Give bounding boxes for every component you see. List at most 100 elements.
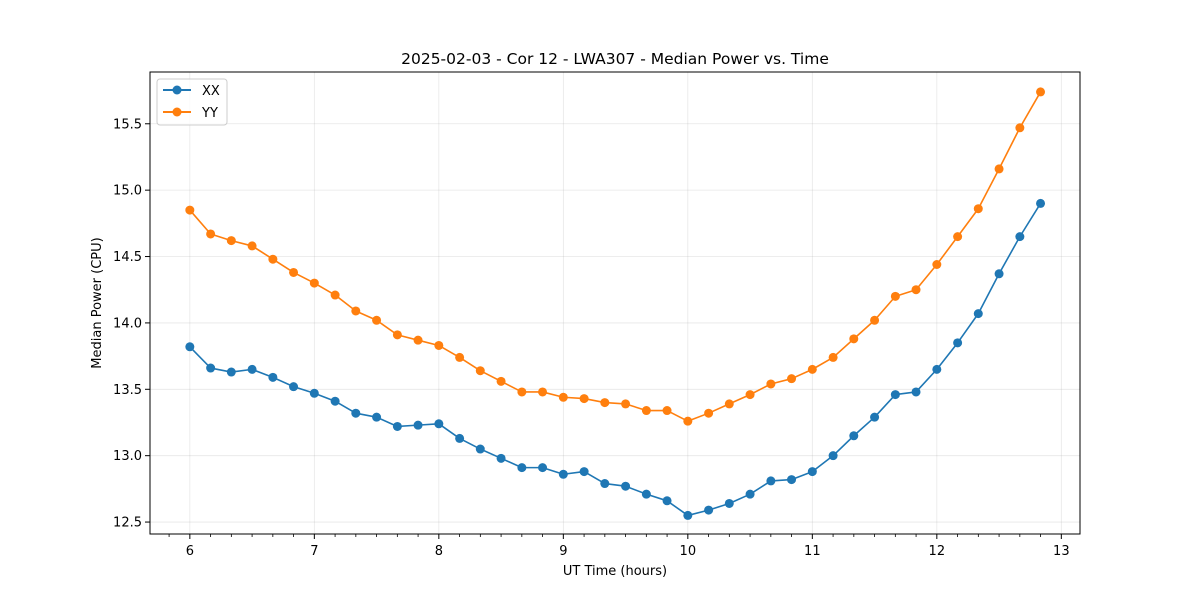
y-tick-label: 13.5 — [113, 383, 142, 398]
data-point-yy — [766, 379, 776, 389]
data-point-yy — [538, 387, 548, 397]
y-tick-label: 15.5 — [113, 117, 142, 132]
data-point-xx — [662, 496, 672, 506]
data-point-xx — [683, 510, 693, 520]
y-axis-label: Median Power (CPU) — [90, 237, 105, 368]
data-point-xx — [517, 463, 527, 473]
x-tick-label: 12 — [929, 544, 946, 559]
data-point-yy — [268, 254, 278, 264]
data-point-yy — [392, 330, 402, 340]
series-layer — [185, 87, 1046, 520]
data-point-yy — [496, 376, 506, 386]
data-point-yy — [206, 229, 216, 239]
data-point-xx — [185, 342, 195, 352]
y-tick-label: 14.5 — [113, 250, 142, 265]
data-point-yy — [1015, 123, 1025, 133]
data-point-xx — [600, 479, 610, 489]
data-point-xx — [828, 451, 838, 461]
data-point-yy — [289, 267, 299, 277]
data-point-xx — [973, 309, 983, 319]
legend: XX YY — [156, 78, 228, 126]
data-point-xx — [434, 419, 444, 429]
data-point-yy — [890, 291, 900, 301]
y-tick-label: 14.0 — [113, 316, 142, 331]
legend-label-yy: YY — [201, 106, 218, 121]
data-point-xx — [911, 387, 921, 397]
data-point-yy — [973, 204, 983, 214]
data-point-yy — [787, 374, 797, 384]
data-point-xx — [849, 431, 859, 441]
data-point-xx — [745, 489, 755, 499]
data-point-yy — [807, 364, 817, 374]
data-point-yy — [372, 315, 382, 325]
data-point-xx — [704, 505, 714, 515]
y-tick-label: 13.0 — [113, 449, 142, 464]
x-axis-label: UT Time (hours) — [563, 564, 667, 579]
legend-marker-xx — [172, 85, 182, 95]
data-point-xx — [953, 338, 963, 348]
data-point-yy — [351, 306, 361, 316]
data-point-xx — [932, 364, 942, 374]
data-point-yy — [558, 392, 568, 402]
x-tick-label: 10 — [680, 544, 697, 559]
data-point-xx — [1015, 232, 1025, 242]
data-point-yy — [517, 387, 527, 397]
data-point-yy — [475, 366, 485, 376]
data-point-yy — [579, 394, 589, 404]
data-point-xx — [247, 364, 257, 374]
data-point-xx — [330, 396, 340, 406]
data-point-yy — [641, 406, 651, 416]
data-point-xx — [807, 467, 817, 477]
data-point-xx — [579, 467, 589, 477]
data-point-xx — [268, 372, 278, 382]
data-point-xx — [351, 408, 361, 418]
data-point-xx — [766, 476, 776, 486]
data-point-yy — [932, 260, 942, 269]
data-point-xx — [870, 412, 880, 422]
data-point-yy — [621, 399, 631, 409]
x-tick-label: 11 — [804, 544, 821, 559]
data-point-yy — [745, 390, 755, 400]
data-point-xx — [558, 469, 568, 479]
data-point-yy — [724, 399, 734, 409]
data-point-yy — [683, 416, 693, 426]
x-tick-label: 9 — [559, 544, 567, 559]
data-point-yy — [330, 290, 340, 300]
data-point-xx — [413, 420, 423, 430]
data-point-yy — [247, 241, 257, 251]
data-point-xx — [787, 475, 797, 485]
data-point-xx — [455, 433, 465, 443]
data-point-xx — [392, 421, 402, 431]
legend-marker-yy — [172, 107, 182, 117]
data-point-yy — [704, 408, 714, 418]
data-point-yy — [309, 278, 319, 288]
plot-area-frame — [149, 71, 1081, 535]
y-tick-label: 12.5 — [113, 516, 142, 531]
data-point-yy — [434, 340, 444, 350]
data-point-xx — [475, 444, 485, 454]
data-point-xx — [226, 367, 236, 377]
data-point-xx — [1036, 198, 1046, 208]
y-tick-label: 15.0 — [113, 184, 142, 199]
data-point-xx — [309, 388, 319, 398]
data-point-xx — [621, 481, 631, 491]
grid — [150, 72, 1080, 534]
data-point-xx — [496, 453, 506, 463]
data-point-yy — [1036, 87, 1046, 97]
legend-label-xx: XX — [202, 84, 220, 99]
x-tick-label: 13 — [1053, 544, 1070, 559]
data-point-xx — [724, 498, 734, 508]
data-point-yy — [600, 398, 610, 408]
data-point-xx — [289, 382, 299, 392]
data-point-yy — [226, 236, 236, 246]
data-point-yy — [870, 315, 880, 325]
data-point-yy — [455, 352, 465, 362]
data-point-xx — [372, 412, 382, 422]
data-point-yy — [849, 334, 859, 344]
data-point-yy — [953, 232, 963, 242]
data-point-xx — [994, 269, 1004, 279]
data-point-xx — [890, 390, 900, 400]
x-tick-label: 7 — [310, 544, 318, 559]
data-point-xx — [538, 463, 548, 473]
